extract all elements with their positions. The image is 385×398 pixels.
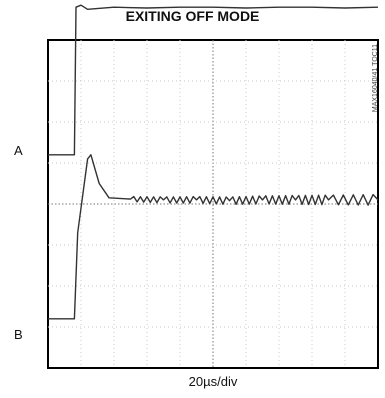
traces [48, 4, 379, 320]
x-axis-label: 20µs/div [188, 374, 238, 389]
figure-id: MAX16040/41 TOC11 [372, 44, 379, 113]
trace-a [48, 4, 379, 156]
trace-b [48, 154, 379, 320]
channel-label-b: B [14, 327, 23, 342]
channel-label-a: A [14, 143, 23, 158]
chart-title: EXITING OFF MODE [125, 8, 260, 24]
